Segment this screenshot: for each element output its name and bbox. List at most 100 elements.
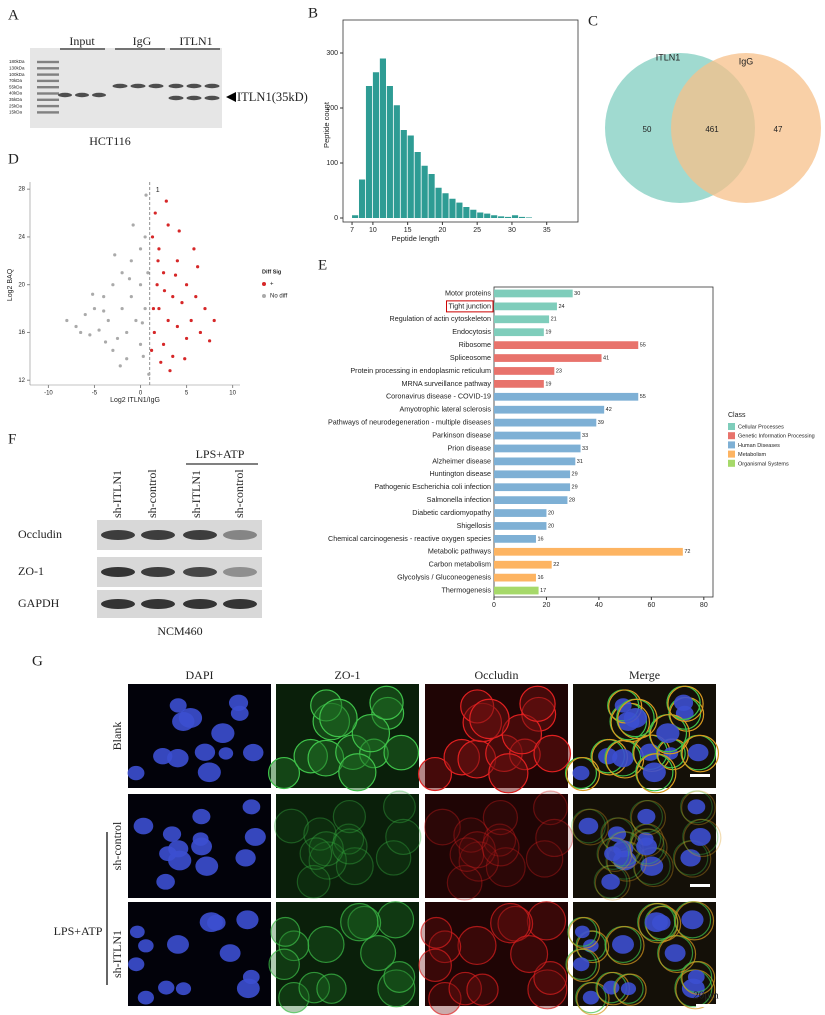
- ladder-label: 100kDa: [9, 72, 25, 77]
- category-label: Parkinson disease: [432, 430, 491, 439]
- category-label: Endocytosis: [452, 327, 491, 336]
- nucleus: [644, 912, 668, 932]
- nucleus: [243, 743, 264, 762]
- point: [166, 318, 170, 323]
- bar: [494, 367, 555, 375]
- micrograph: [127, 684, 271, 788]
- y-axis-title: Log2 BAQ: [7, 268, 14, 301]
- nucleus: [127, 765, 145, 781]
- gel-band: [186, 95, 202, 101]
- bar: [494, 586, 539, 595]
- nucleus: [138, 939, 154, 953]
- bar: [379, 58, 387, 218]
- x-tick-label: 20: [543, 602, 551, 609]
- cell-outline: [377, 969, 416, 1008]
- legend-title: Diff Sig: [262, 269, 281, 275]
- point: [146, 271, 150, 275]
- point: [88, 333, 92, 337]
- plot-frame: [342, 19, 579, 223]
- column-header: Occludin: [475, 668, 519, 682]
- cell-outline: [303, 817, 337, 851]
- gel-band: [148, 83, 164, 89]
- point: [140, 321, 144, 325]
- cell-outline: [525, 840, 564, 878]
- micrograph: [418, 901, 568, 1015]
- category-label: Chemical carcinogenesis - reactive oxyge…: [328, 534, 491, 543]
- legend-swatch: [728, 450, 735, 458]
- condition-label: sh-ITLN1: [110, 470, 124, 518]
- nucleus: [197, 762, 221, 783]
- bar: [494, 444, 581, 453]
- point: [162, 289, 167, 293]
- set-name: ITLN1: [656, 52, 681, 62]
- cell-outline: [680, 790, 713, 824]
- bar: [449, 198, 456, 218]
- legend-swatch: [262, 294, 266, 298]
- cell-outline: [417, 756, 453, 792]
- nucleus: [199, 912, 223, 932]
- bar: [494, 547, 683, 556]
- cell-outline: [385, 818, 422, 856]
- ladder-label: 130kDa: [9, 65, 25, 70]
- cell-outline: [340, 902, 379, 942]
- cell-outline: [594, 864, 631, 901]
- x-tick-label: 0: [139, 391, 143, 397]
- legend-label: Genetic Information Processing: [738, 434, 815, 440]
- value-label: 20: [548, 510, 554, 516]
- y-axis-title: Peptide count: [322, 101, 331, 148]
- bar: [456, 202, 463, 218]
- threshold-label: 1: [156, 187, 160, 194]
- cell-outline: [383, 961, 416, 993]
- cell-outline: [469, 698, 510, 740]
- arrow: [226, 92, 236, 102]
- cell-outline: [682, 818, 719, 856]
- x-tick-label: -5: [92, 391, 98, 397]
- value-label: 33: [582, 433, 588, 439]
- panel-label: F: [8, 431, 16, 447]
- protein-label: ZO-1: [18, 564, 44, 578]
- cell-outline: [332, 799, 367, 834]
- nucleus: [242, 969, 260, 985]
- cell-outline: [347, 905, 382, 940]
- cell-outline: [457, 925, 497, 966]
- point: [161, 271, 166, 275]
- bar: [494, 380, 544, 388]
- x-tick-label: 60: [647, 602, 655, 609]
- nucleus: [636, 837, 658, 856]
- cell-outline: [424, 808, 461, 846]
- cell-outline: [278, 981, 310, 1014]
- cell-outline: [383, 734, 420, 771]
- bar: [442, 193, 449, 218]
- point: [131, 223, 135, 227]
- point: [143, 306, 147, 311]
- micrograph: [268, 901, 419, 1014]
- bar: [470, 209, 477, 218]
- nucleus: [228, 694, 249, 711]
- bar: [494, 328, 544, 337]
- micrograph: [564, 684, 720, 794]
- point: [164, 199, 168, 203]
- nucleus: [219, 944, 241, 962]
- nucleus: [574, 925, 590, 939]
- scale-bar: [690, 884, 710, 887]
- bar: [494, 470, 571, 479]
- category-label: Ribosome: [459, 340, 491, 349]
- cell-outline: [681, 734, 720, 773]
- venn-circle: [671, 53, 821, 203]
- point: [143, 235, 147, 239]
- point: [168, 369, 172, 373]
- gel-band: [168, 95, 184, 101]
- micrograph: [274, 790, 422, 899]
- nucleus: [604, 846, 622, 862]
- bar: [428, 174, 435, 218]
- point: [157, 247, 161, 251]
- point: [102, 309, 106, 313]
- ladder-band: [37, 98, 59, 101]
- value-label: 72: [684, 549, 690, 555]
- nucleus: [620, 982, 637, 996]
- cell-outline: [535, 818, 574, 858]
- cell-outline: [681, 961, 716, 995]
- nucleus: [137, 990, 154, 1005]
- bar: [494, 341, 639, 349]
- image-bg: [425, 794, 568, 898]
